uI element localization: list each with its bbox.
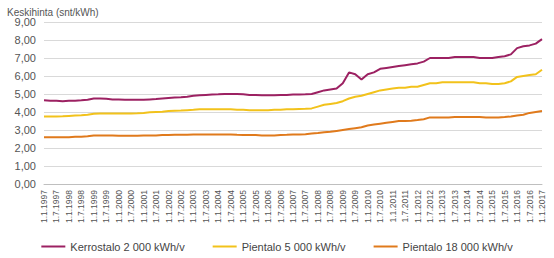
- svg-text:1.7.2008: 1.7.2008: [325, 190, 335, 223]
- svg-text:1.1.2005: 1.1.2005: [238, 190, 248, 223]
- svg-text:4,00: 4,00: [15, 106, 36, 118]
- svg-text:1,00: 1,00: [15, 160, 36, 172]
- svg-text:3,00: 3,00: [15, 124, 36, 136]
- svg-text:1.7.2007: 1.7.2007: [300, 190, 310, 223]
- svg-text:Pientalo 18 000 kWh/v: Pientalo 18 000 kWh/v: [403, 241, 514, 253]
- svg-text:1.1.2008: 1.1.2008: [313, 190, 323, 223]
- svg-text:1.7.2003: 1.7.2003: [201, 190, 211, 223]
- svg-text:1.1.2001: 1.1.2001: [139, 190, 149, 223]
- svg-text:Kerrostalo 2 000 kWh/v: Kerrostalo 2 000 kWh/v: [70, 241, 185, 253]
- svg-text:1.1.2003: 1.1.2003: [188, 190, 198, 223]
- svg-text:1.1.1997: 1.1.1997: [39, 190, 49, 223]
- svg-text:1.7.2013: 1.7.2013: [450, 190, 460, 223]
- svg-text:6,00: 6,00: [15, 70, 36, 82]
- svg-text:1.1.2010: 1.1.2010: [363, 190, 373, 223]
- svg-text:1.7.2015: 1.7.2015: [500, 190, 510, 223]
- svg-text:1.1.2009: 1.1.2009: [338, 190, 348, 223]
- svg-text:1.7.2004: 1.7.2004: [226, 190, 236, 223]
- svg-text:1.1.2006: 1.1.2006: [263, 190, 273, 223]
- svg-text:1.1.1999: 1.1.1999: [89, 190, 99, 223]
- svg-text:1.1.2014: 1.1.2014: [462, 190, 472, 223]
- svg-text:1.1.2007: 1.1.2007: [288, 190, 298, 223]
- svg-text:1.1.2000: 1.1.2000: [114, 190, 124, 223]
- svg-text:1.1.2016: 1.1.2016: [512, 190, 522, 223]
- svg-text:1.7.1999: 1.7.1999: [101, 190, 111, 223]
- svg-text:8,00: 8,00: [15, 34, 36, 46]
- svg-text:1.7.2010: 1.7.2010: [375, 190, 385, 223]
- svg-text:5,00: 5,00: [15, 88, 36, 100]
- svg-text:1.7.2016: 1.7.2016: [525, 190, 535, 223]
- svg-text:1.7.2011: 1.7.2011: [400, 190, 410, 223]
- svg-text:1.7.2012: 1.7.2012: [425, 190, 435, 223]
- svg-text:Keskihinta (snt/kWh): Keskihinta (snt/kWh): [7, 7, 99, 18]
- svg-text:1.1.2004: 1.1.2004: [213, 190, 223, 223]
- svg-text:1.1.2012: 1.1.2012: [413, 190, 423, 223]
- svg-text:1.7.2006: 1.7.2006: [276, 190, 286, 223]
- svg-text:0,00: 0,00: [15, 178, 36, 190]
- svg-text:1.7.1998: 1.7.1998: [76, 190, 86, 223]
- svg-text:1.1.2015: 1.1.2015: [487, 190, 497, 223]
- svg-text:Pientalo 5 000 kWh/v: Pientalo 5 000 kWh/v: [242, 241, 346, 253]
- svg-text:2,00: 2,00: [15, 142, 36, 154]
- svg-text:1.1.1998: 1.1.1998: [64, 190, 74, 223]
- svg-text:1.7.1997: 1.7.1997: [51, 190, 61, 223]
- svg-text:1.7.2002: 1.7.2002: [176, 190, 186, 223]
- svg-text:1.7.2009: 1.7.2009: [350, 190, 360, 223]
- svg-text:1.1.2013: 1.1.2013: [437, 190, 447, 223]
- svg-text:1.7.2014: 1.7.2014: [475, 190, 485, 223]
- svg-text:1.7.2001: 1.7.2001: [151, 190, 161, 223]
- svg-text:9,00: 9,00: [15, 16, 36, 28]
- svg-text:1.7.2005: 1.7.2005: [251, 190, 261, 223]
- svg-text:1.1.2011: 1.1.2011: [388, 190, 398, 223]
- svg-text:1.1.2017: 1.1.2017: [537, 190, 547, 223]
- svg-text:1.7.2000: 1.7.2000: [126, 190, 136, 223]
- svg-text:7,00: 7,00: [15, 52, 36, 64]
- svg-text:1.1.2002: 1.1.2002: [164, 190, 174, 223]
